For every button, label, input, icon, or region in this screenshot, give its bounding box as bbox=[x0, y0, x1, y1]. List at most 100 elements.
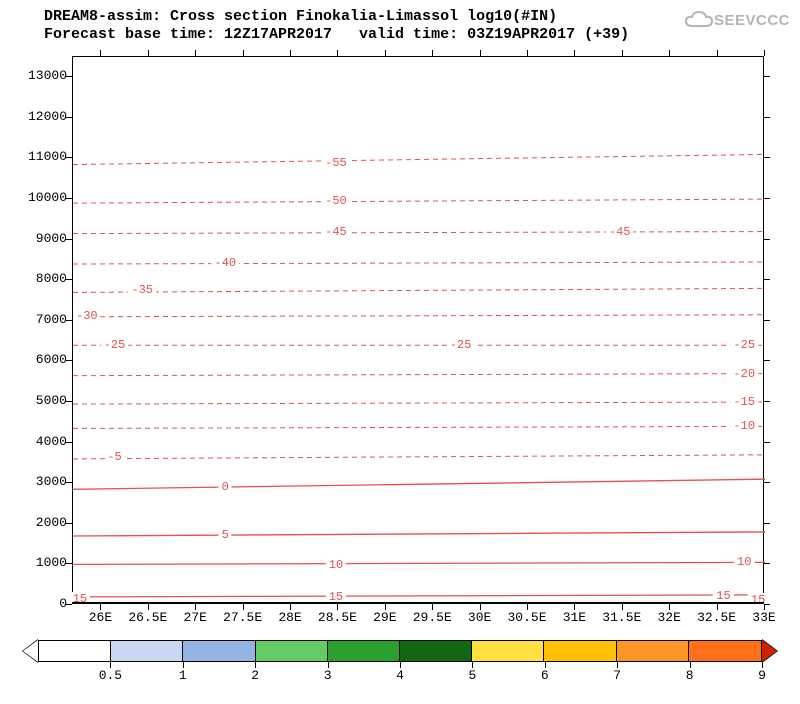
y-tick-label: 4000 bbox=[36, 434, 67, 449]
contour-label: -55 bbox=[322, 156, 350, 170]
x-tick-label: 28.5E bbox=[318, 610, 357, 625]
y-tick bbox=[764, 563, 770, 564]
contour-label: 15 bbox=[713, 589, 733, 603]
colorbar-tick-label: 0.5 bbox=[99, 668, 122, 683]
cloud-icon bbox=[684, 10, 714, 30]
contour-label: 0 bbox=[219, 480, 232, 494]
colorbar: 0.5123456789 bbox=[38, 640, 762, 688]
chart-title-line1: DREAM8-assim: Cross section Finokalia-Li… bbox=[44, 8, 557, 25]
x-tick bbox=[622, 50, 623, 56]
y-tick bbox=[764, 279, 770, 280]
contour-line bbox=[73, 374, 765, 376]
colorbar-segment bbox=[689, 641, 761, 661]
x-tick-label: 29E bbox=[373, 610, 396, 625]
x-tick bbox=[243, 50, 244, 56]
colorbar-tick-label: 1 bbox=[179, 668, 187, 683]
contour-line bbox=[73, 232, 765, 234]
y-tick-label: 10000 bbox=[28, 190, 67, 205]
chart-title-line2: Forecast base time: 12Z17APR2017 valid t… bbox=[44, 26, 629, 43]
x-tick-label: 27.5E bbox=[223, 610, 262, 625]
colorbar-tick-label: 2 bbox=[251, 668, 259, 683]
colorbar-segment bbox=[472, 641, 544, 661]
contour-label: -5 bbox=[104, 450, 124, 464]
contour-label: -35 bbox=[128, 283, 156, 297]
contour-line bbox=[73, 402, 765, 404]
colorbar-segment bbox=[39, 641, 111, 661]
x-tick-label: 29.5E bbox=[413, 610, 452, 625]
colorbar-tick-label: 4 bbox=[396, 668, 404, 683]
contour-label: -50 bbox=[322, 194, 350, 208]
y-tick bbox=[764, 157, 770, 158]
x-tick bbox=[100, 50, 101, 56]
colorbar-segment bbox=[111, 641, 183, 661]
x-tick-label: 32.5E bbox=[697, 610, 736, 625]
colorbar-tick-label: 6 bbox=[541, 668, 549, 683]
x-tick bbox=[290, 50, 291, 56]
x-tick-label: 27E bbox=[184, 610, 207, 625]
y-tick-label: 7000 bbox=[36, 312, 67, 327]
colorbar-tick-label: 3 bbox=[324, 668, 332, 683]
y-tick bbox=[764, 360, 770, 361]
colorbar-arrow-left bbox=[23, 640, 38, 662]
y-tick-label: 2000 bbox=[36, 515, 67, 530]
x-tick-label: 31.5E bbox=[602, 610, 641, 625]
colorbar-segment bbox=[400, 641, 472, 661]
contour-label: -40 bbox=[211, 256, 239, 270]
x-tick-label: 26E bbox=[89, 610, 112, 625]
colorbar-segment bbox=[328, 641, 400, 661]
contour-line bbox=[73, 199, 765, 203]
contour-line bbox=[73, 315, 765, 317]
y-tick-label: 3000 bbox=[36, 474, 67, 489]
y-tick bbox=[764, 523, 770, 524]
colorbar-tick-label: 9 bbox=[758, 668, 766, 683]
x-tick-label: 26.5E bbox=[128, 610, 167, 625]
x-tick bbox=[717, 50, 718, 56]
y-tick bbox=[764, 76, 770, 77]
contour-label: 10 bbox=[326, 558, 346, 572]
y-tick bbox=[764, 482, 770, 483]
y-tick-label: 1000 bbox=[36, 555, 67, 570]
x-tick bbox=[527, 50, 528, 56]
colorbar-segment bbox=[256, 641, 328, 661]
plot-area: -55-50-45-45-40-35-30-25-25-25-20-15-10-… bbox=[72, 56, 764, 604]
x-tick-label: 31E bbox=[563, 610, 586, 625]
contour-label: 10 bbox=[734, 555, 754, 569]
colorbar-segment bbox=[617, 641, 689, 661]
colorbar-segment bbox=[183, 641, 255, 661]
x-tick bbox=[574, 50, 575, 56]
y-tick-label: 12000 bbox=[28, 109, 67, 124]
x-tick bbox=[669, 50, 670, 56]
x-tick bbox=[432, 50, 433, 56]
x-tick-label: 30E bbox=[468, 610, 491, 625]
x-tick-label: 28E bbox=[278, 610, 301, 625]
contour-label: -45 bbox=[606, 225, 634, 239]
contour-label: -10 bbox=[730, 419, 758, 433]
contour-line bbox=[73, 288, 765, 292]
contour-label: -25 bbox=[730, 338, 758, 352]
x-tick bbox=[195, 50, 196, 56]
seevccc-logo: SEEVCCC bbox=[684, 10, 790, 30]
y-tick-label: 6000 bbox=[36, 352, 67, 367]
colorbar-segments bbox=[38, 640, 762, 662]
contour-line bbox=[73, 562, 765, 564]
x-tick bbox=[337, 50, 338, 56]
contour-line bbox=[73, 455, 765, 459]
page: DREAM8-assim: Cross section Finokalia-Li… bbox=[0, 0, 800, 704]
y-tick bbox=[764, 442, 770, 443]
contour-label: -30 bbox=[73, 309, 101, 323]
y-tick bbox=[764, 198, 770, 199]
contour-label: -25 bbox=[101, 338, 129, 352]
contour-label: -25 bbox=[447, 338, 475, 352]
x-tick-label: 30.5E bbox=[507, 610, 546, 625]
contour-label: -15 bbox=[730, 395, 758, 409]
x-tick bbox=[148, 50, 149, 56]
contour-label: -45 bbox=[322, 225, 350, 239]
x-tick bbox=[385, 50, 386, 56]
y-tick bbox=[764, 117, 770, 118]
y-tick-label: 11000 bbox=[28, 149, 67, 164]
y-tick-label: 13000 bbox=[28, 68, 67, 83]
x-tick bbox=[764, 50, 765, 56]
y-tick bbox=[764, 239, 770, 240]
logo-text: SEEVCCC bbox=[714, 12, 790, 29]
x-tick-label: 33E bbox=[752, 610, 775, 625]
